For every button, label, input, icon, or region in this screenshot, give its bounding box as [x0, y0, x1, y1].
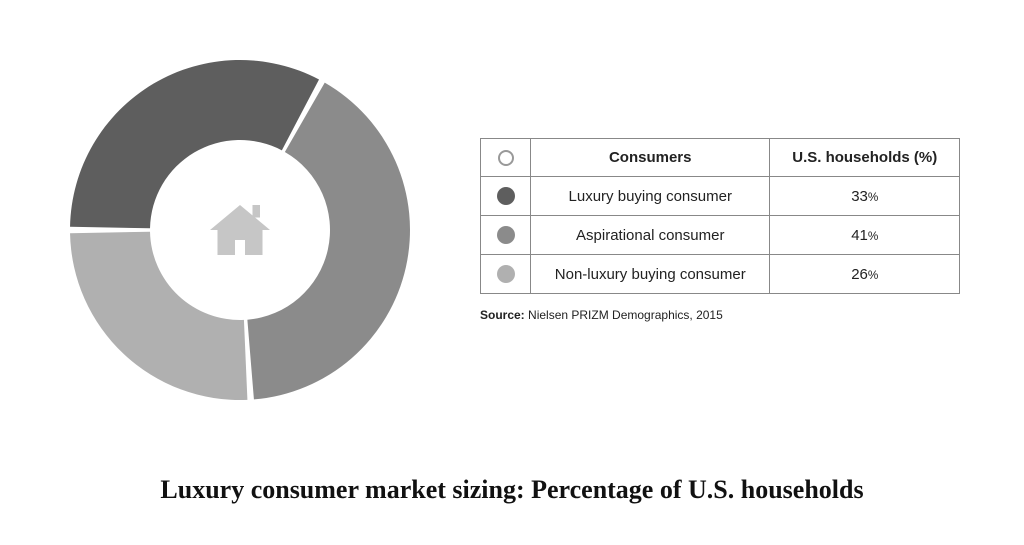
table-row: Aspirational consumer41% — [481, 216, 960, 255]
consumer-cell: Non-luxury buying consumer — [531, 255, 770, 294]
donut-chart — [60, 50, 420, 410]
consumer-cell: Luxury buying consumer — [531, 177, 770, 216]
legend-table: Consumers U.S. households (%) Luxury buy… — [480, 138, 960, 294]
header-households: U.S. households (%) — [770, 139, 960, 177]
household-pct-cell: 26% — [770, 255, 960, 294]
source-text: Nielsen PRIZM Demographics, 2015 — [528, 308, 723, 322]
color-swatch-icon — [497, 187, 515, 205]
household-pct-cell: 33% — [770, 177, 960, 216]
legend-table-wrap: Consumers U.S. households (%) Luxury buy… — [480, 138, 984, 322]
swatch-cell — [481, 255, 531, 294]
source-line: Source: Nielsen PRIZM Demographics, 2015 — [480, 308, 984, 322]
hollow-circle-icon — [498, 150, 514, 166]
chart-title: Luxury consumer market sizing: Percentag… — [0, 475, 1024, 505]
home-icon — [200, 190, 280, 270]
swatch-cell — [481, 177, 531, 216]
table-row: Luxury buying consumer33% — [481, 177, 960, 216]
household-pct-cell: 41% — [770, 216, 960, 255]
header-consumers: Consumers — [531, 139, 770, 177]
color-swatch-icon — [497, 265, 515, 283]
header-swatch — [481, 139, 531, 177]
color-swatch-icon — [497, 226, 515, 244]
swatch-cell — [481, 216, 531, 255]
consumer-cell: Aspirational consumer — [531, 216, 770, 255]
source-label: Source: — [480, 308, 525, 322]
donut-slice — [70, 60, 319, 228]
table-row: Non-luxury buying consumer26% — [481, 255, 960, 294]
